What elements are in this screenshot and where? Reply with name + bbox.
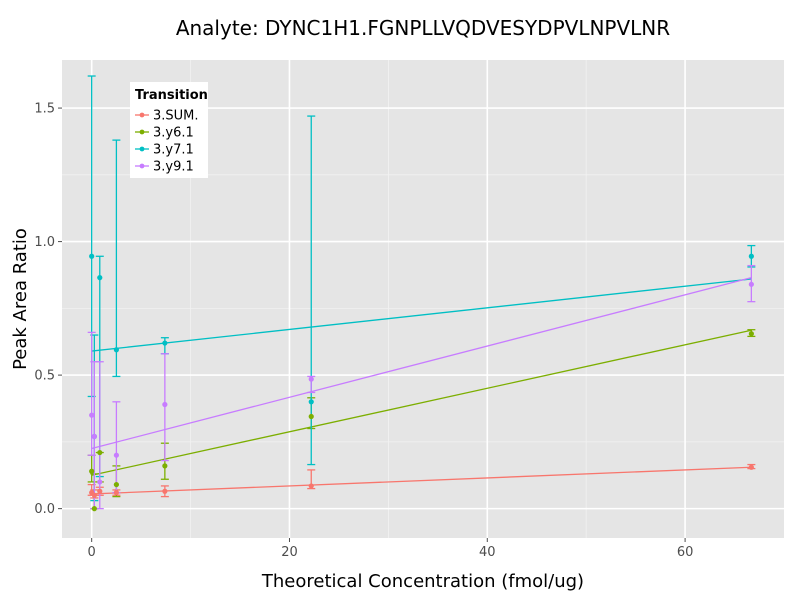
legend-key-point-3-sum [139, 112, 145, 118]
legend-label-3-sum: 3.SUM. [153, 109, 199, 124]
grid [62, 60, 784, 538]
point-3-sum [113, 490, 119, 496]
chart-title: Analyte: DYNC1H1.FGNPLLVQDVESYDPVLNPVLNR [176, 16, 670, 40]
legend: Transition 3.SUM. 3.y6.1 3.y7.1 3.y9.1 [130, 82, 208, 178]
point-3-y6-1 [308, 413, 314, 420]
fit-line-3-sum [91, 466, 752, 495]
point-3-y7-1 [89, 253, 95, 259]
y-tick-label: 1.5 [34, 102, 55, 117]
point-3-y7-1 [308, 399, 314, 405]
point-3-y9-1 [308, 376, 314, 382]
point-3-y6-1 [89, 468, 95, 474]
x-tick-label: 40 [479, 545, 496, 560]
point-3-y6-1 [97, 449, 103, 456]
x-axis-title: Theoretical Concentration (fmol/ug) [261, 571, 584, 592]
point-3-y7-1 [97, 275, 103, 281]
fit-lines [91, 277, 752, 495]
error-bar-3-y9-1 [160, 353, 169, 462]
point-3-y6-1 [162, 463, 168, 469]
x-tick-label: 60 [677, 545, 694, 560]
point-3-sum [308, 483, 314, 489]
fit-line-3-y9-1 [91, 277, 752, 450]
error-bar-3-y7-1 [307, 115, 316, 466]
point-3-y9-1 [89, 412, 95, 418]
point-3-sum [91, 492, 97, 498]
point-3-sum [97, 488, 103, 494]
point-3-y6-1 [748, 331, 754, 337]
point-3-y7-1 [162, 340, 168, 346]
point-3-y9-1 [113, 452, 119, 458]
x-tick-label: 0 [88, 545, 96, 560]
point-3-y6-1 [91, 506, 97, 512]
legend-label-3-y9-1: 3.y9.1 [153, 160, 194, 175]
point-3-y6-1 [113, 481, 119, 488]
point-3-y9-1 [162, 401, 168, 408]
x-tick-label: 20 [281, 545, 298, 560]
legend-key-point-3-y6-1 [139, 129, 145, 135]
point-3-y7-1 [748, 253, 754, 259]
y-tick-label: 0.0 [34, 502, 55, 517]
axis-ticks: 0 20 40 60 0.0 0.5 1.0 1.5 [34, 102, 693, 560]
data-points [89, 253, 754, 512]
legend-key-point-3-y9-1 [139, 163, 145, 169]
y-tick-label: 1.0 [34, 235, 55, 250]
legend-label-3-y7-1: 3.y7.1 [153, 143, 194, 158]
point-3-y9-1 [97, 479, 103, 485]
legend-title: Transition [135, 88, 208, 103]
fit-line-3-y7-1 [91, 278, 752, 352]
point-3-y9-1 [91, 433, 97, 440]
legend-key-point-3-y7-1 [139, 146, 145, 152]
y-tick-label: 0.5 [34, 369, 55, 384]
fit-line-3-y6-1 [91, 329, 752, 476]
error-bar-3-y7-1 [112, 139, 121, 378]
point-3-sum [162, 488, 168, 494]
y-axis-title: Peak Area Ratio [10, 228, 31, 370]
point-3-sum [748, 464, 754, 470]
point-3-y7-1 [113, 347, 119, 353]
point-3-y9-1 [748, 281, 754, 287]
legend-label-3-y6-1: 3.y6.1 [153, 126, 194, 141]
